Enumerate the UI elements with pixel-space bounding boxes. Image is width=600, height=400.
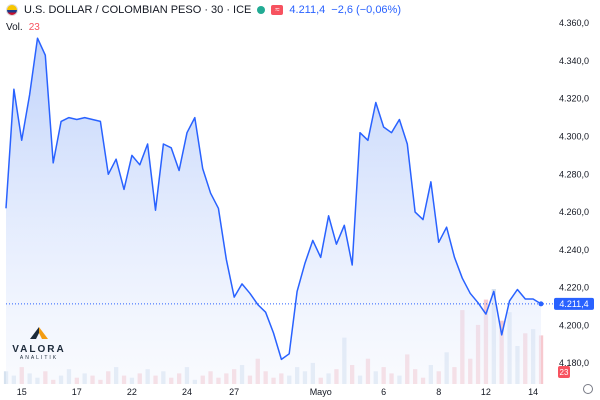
price-line xyxy=(5,37,542,361)
volume-bar xyxy=(538,335,544,384)
valora-mark-icon xyxy=(30,327,48,339)
gear-icon[interactable] xyxy=(583,384,593,394)
last-price-dot xyxy=(538,301,544,307)
y-tick-label: 4.220,0 xyxy=(559,283,589,293)
y-tick-label: 4.360,0 xyxy=(559,18,589,28)
valora-logo: VALORA ANALITIK xyxy=(8,326,70,361)
x-tick-label: 8 xyxy=(436,387,441,397)
price-change: −2,6 (−0,06%) xyxy=(331,4,401,16)
market-open-icon xyxy=(257,6,266,14)
x-tick-label: 27 xyxy=(229,387,239,397)
x-tick-label: 17 xyxy=(72,387,82,397)
y-tick-label: 4.240,0 xyxy=(559,245,589,255)
price-area xyxy=(6,38,541,384)
x-tick-label: 6 xyxy=(381,387,386,397)
volume-legend: Vol. 23 xyxy=(6,22,40,33)
logo-sub: ANALITIK xyxy=(19,355,59,361)
volume-label: Vol. xyxy=(6,22,23,33)
x-tick-label: 15 xyxy=(17,387,27,397)
y-tick-label: 4.300,0 xyxy=(559,131,589,141)
last-volume-label: 23 xyxy=(560,368,569,377)
y-axis: 4.180,0 4.200,0 4.220,0 4.240,0 4.260,0 4.280… xyxy=(559,18,589,368)
y-tick-label: 4.280,0 xyxy=(559,169,589,179)
x-tick-label: 12 xyxy=(481,387,491,397)
x-tick-label: 14 xyxy=(528,387,538,397)
last-price-label: 4.211,4 xyxy=(559,299,588,309)
y-tick-label: 4.340,0 xyxy=(559,56,589,66)
x-axis: 15 17 22 24 27 Mayo 6 8 12 14 xyxy=(17,387,538,397)
y-tick-label: 4.260,0 xyxy=(559,207,589,217)
y-tick-label: 4.200,0 xyxy=(559,320,589,330)
last-price-badge: 4.211,4 xyxy=(554,297,594,310)
last-volume-badge: 23 xyxy=(558,366,570,378)
x-tick-label: Mayo xyxy=(310,387,332,397)
symbol-title[interactable]: U.S. DOLLAR / COLOMBIAN PESO · 30 · ICE xyxy=(24,4,252,16)
compare-icon[interactable]: ≈ xyxy=(271,5,284,15)
y-tick-label: 4.320,0 xyxy=(559,94,589,104)
colombia-flag-icon xyxy=(6,4,18,16)
chart-header: U.S. DOLLAR / COLOMBIAN PESO · 30 · ICE … xyxy=(6,4,401,16)
volume-value: 23 xyxy=(28,22,40,33)
current-price: 4.211,4 xyxy=(289,4,326,16)
x-tick-label: 22 xyxy=(127,387,137,397)
y-tick-label: 4.180,0 xyxy=(559,358,589,368)
x-tick-label: 24 xyxy=(182,387,192,397)
logo-name: VALORA xyxy=(12,344,66,355)
